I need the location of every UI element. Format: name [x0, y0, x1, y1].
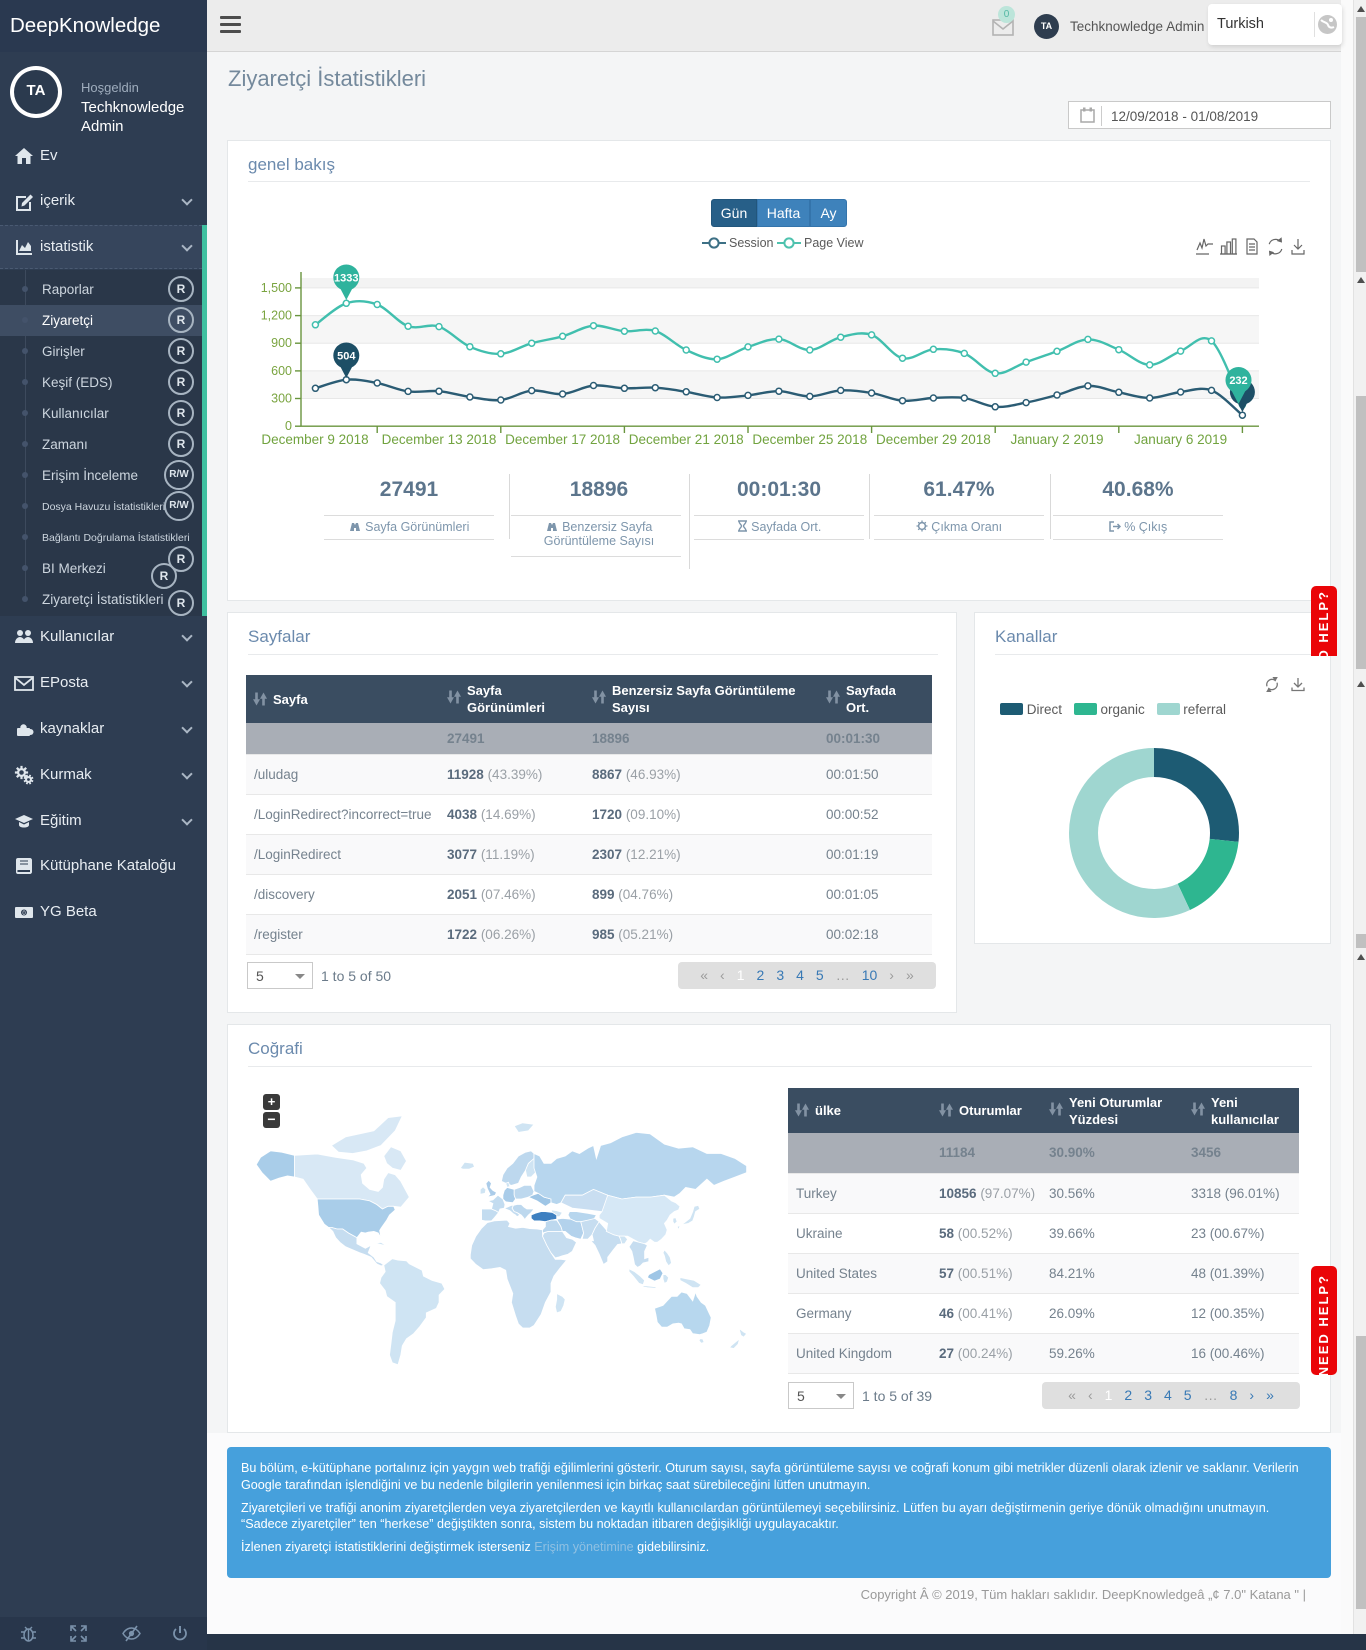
svg-text:0: 0	[22, 911, 26, 917]
svg-text:900: 900	[271, 336, 292, 350]
svg-text:1,200: 1,200	[261, 309, 292, 323]
svg-text:January 2 2019: January 2 2019	[1010, 432, 1103, 447]
svg-text:December 9 2018: December 9 2018	[261, 432, 368, 447]
svg-text:1333: 1333	[334, 273, 358, 285]
svg-text:December 25 2018: December 25 2018	[752, 432, 867, 447]
svg-text:December 21 2018: December 21 2018	[629, 432, 744, 447]
svg-text:232: 232	[1229, 375, 1247, 387]
svg-text:300: 300	[271, 392, 292, 406]
svg-text:December 13 2018: December 13 2018	[382, 432, 497, 447]
svg-text:December 17 2018: December 17 2018	[505, 432, 620, 447]
svg-text:1,500: 1,500	[261, 281, 292, 295]
svg-text:January 6 2019: January 6 2019	[1134, 432, 1227, 447]
svg-text:600: 600	[271, 364, 292, 378]
svg-text:0: 0	[285, 419, 292, 433]
svg-text:504: 504	[337, 351, 356, 363]
svg-text:December 29 2018: December 29 2018	[876, 432, 991, 447]
